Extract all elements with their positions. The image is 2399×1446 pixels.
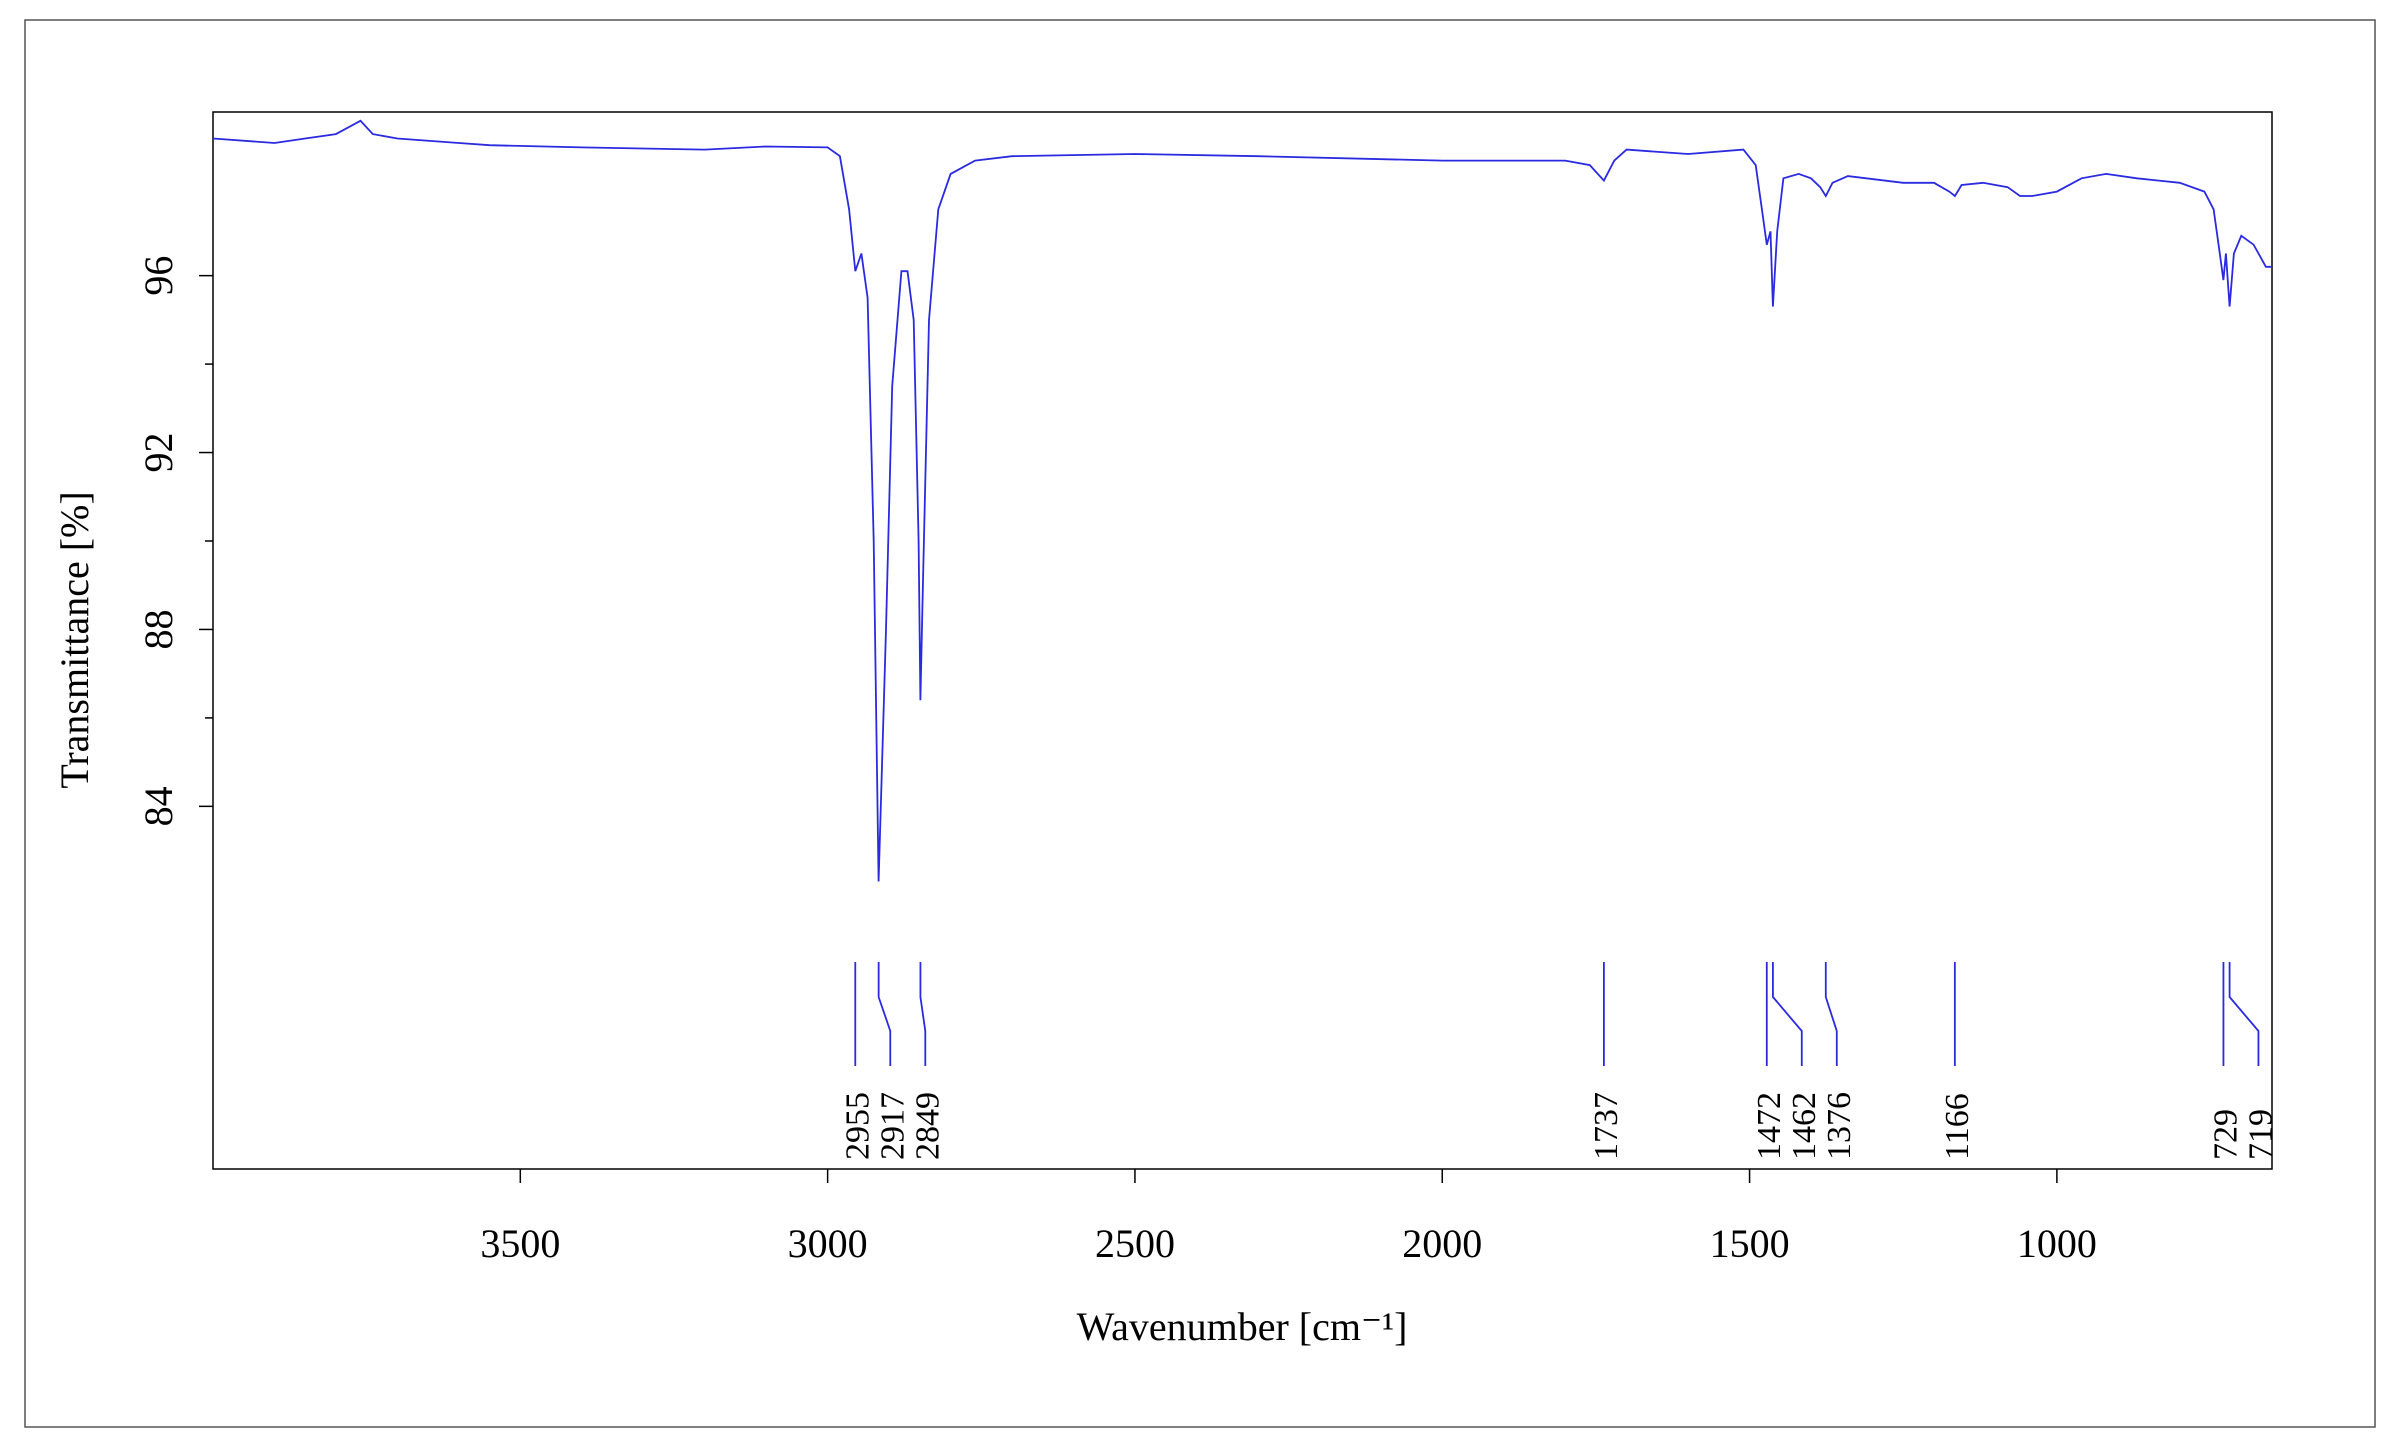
peak-label: 1737 bbox=[1588, 1092, 1625, 1160]
peak-label: 729 bbox=[2207, 1109, 2244, 1160]
y-tick-label: 96 bbox=[136, 256, 181, 296]
peak-marker bbox=[1824, 962, 1838, 1066]
peak-label: 2917 bbox=[874, 1092, 911, 1160]
y-tick-label: 84 bbox=[136, 786, 181, 826]
peak-label: 719 bbox=[2242, 1109, 2279, 1160]
x-tick-label: 2500 bbox=[1095, 1221, 1175, 1266]
y-tick-label: 88 bbox=[136, 609, 181, 649]
peak-marker bbox=[919, 962, 927, 1066]
x-tick-label: 2000 bbox=[1402, 1221, 1482, 1266]
peak-marker bbox=[1772, 962, 1803, 1066]
peak-label: 2955 bbox=[839, 1092, 876, 1160]
peak-label: 1462 bbox=[1786, 1092, 1823, 1160]
x-axis-title: Wavenumber [cm⁻¹] bbox=[1077, 1304, 1408, 1349]
peak-label: 1376 bbox=[1821, 1092, 1858, 1160]
x-tick-label: 3000 bbox=[788, 1221, 868, 1266]
peak-label: 1166 bbox=[1939, 1093, 1976, 1160]
outer-frame bbox=[24, 19, 2376, 1428]
plot-frame bbox=[212, 111, 2273, 1170]
x-tick-label: 1500 bbox=[1710, 1221, 1790, 1266]
spectrum-line bbox=[212, 119, 2272, 882]
peak-label: 2849 bbox=[909, 1092, 946, 1160]
y-axis-title: Transmittance [%] bbox=[52, 491, 97, 788]
x-tick-label: 1000 bbox=[2017, 1221, 2097, 1266]
y-tick-label: 92 bbox=[136, 433, 181, 473]
peak-marker bbox=[2228, 962, 2260, 1066]
x-tick-label: 3500 bbox=[480, 1221, 560, 1266]
peak-marker bbox=[877, 962, 892, 1066]
peak-label: 1472 bbox=[1751, 1092, 1788, 1160]
